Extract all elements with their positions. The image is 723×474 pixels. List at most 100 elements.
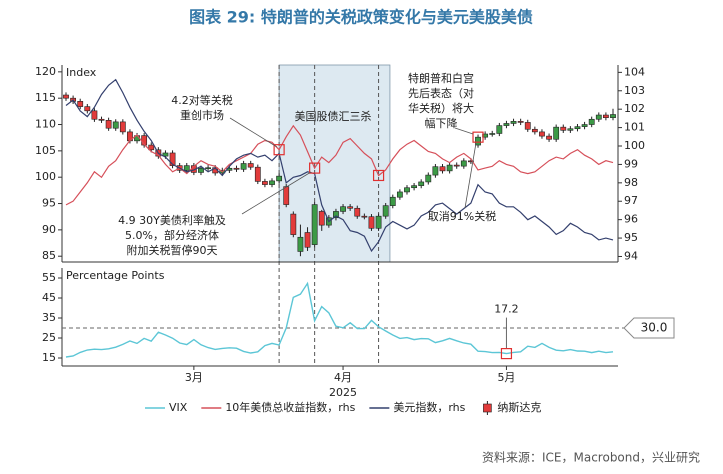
candle-body <box>297 236 304 252</box>
y2-tick-label: 94 <box>624 249 638 262</box>
candle-body <box>333 211 339 219</box>
annotation: 5.0%，部分经济体 <box>125 228 219 242</box>
candle-body <box>148 144 155 151</box>
candle-body <box>539 131 545 137</box>
y-axis-label: Index <box>66 66 97 79</box>
candle-body <box>290 213 297 235</box>
candle-body <box>375 215 382 229</box>
annotation: 取消91%关税 <box>428 209 496 223</box>
y-tick-label: 105 <box>35 144 56 157</box>
y-tick-label: 115 <box>35 91 56 104</box>
candle-body <box>262 181 268 185</box>
candle-body <box>63 94 69 99</box>
candle-body <box>368 216 375 229</box>
candle-body <box>546 135 552 140</box>
candle-body <box>91 110 98 120</box>
candle-body <box>254 166 261 182</box>
candle-body <box>453 164 460 167</box>
candle-body <box>610 114 616 118</box>
annotation: 幅下降 <box>425 116 458 130</box>
chart-title: 图表 29: 特朗普的关税政策变化与美元美股美债 <box>189 8 533 27</box>
candle-body <box>595 114 602 120</box>
candle-body <box>468 160 474 163</box>
candle-body <box>240 163 247 170</box>
candle-body <box>119 121 126 133</box>
y-tick-label: 15 <box>42 351 56 364</box>
source-note: 资料来源：ICE，Macrobond，兴业研究 <box>482 450 700 465</box>
candle-body <box>404 187 410 193</box>
y-tick-label: 35 <box>42 311 56 324</box>
y-tick-label: 45 <box>42 291 56 304</box>
y-tick-label: 85 <box>42 249 56 262</box>
candle-body <box>503 123 510 126</box>
annotation: 重创市场 <box>180 108 224 122</box>
y-tick-label: 110 <box>35 118 56 131</box>
candle-body <box>588 118 595 125</box>
candle-body <box>98 118 105 121</box>
y-tick-label: 55 <box>42 271 56 284</box>
candle-body <box>418 181 425 186</box>
y2-tick-label: 103 <box>624 84 645 97</box>
candle-body <box>425 174 432 183</box>
candle-body <box>198 167 204 173</box>
y2-tick-label: 100 <box>624 139 645 152</box>
y2-tick-label: 95 <box>624 231 638 244</box>
y-tick-label: 120 <box>35 65 56 78</box>
y2-tick-label: 102 <box>624 102 645 115</box>
candle-body <box>205 167 211 170</box>
y2-tick-label: 104 <box>624 65 645 78</box>
candle-body <box>560 126 567 131</box>
candle-body <box>162 152 169 157</box>
candle-body <box>276 175 283 182</box>
highlight-box <box>273 144 285 156</box>
x-sublabel: 2025 <box>329 386 357 399</box>
candle-body <box>446 164 453 172</box>
legend-label: 10年美债总收益指数，rhs <box>225 400 355 414</box>
y-axis-label: Percentage Points <box>66 269 165 282</box>
candle-body <box>304 232 311 248</box>
candle-body <box>354 207 361 217</box>
legend-label: VIX <box>169 401 188 414</box>
candle-body <box>112 121 119 129</box>
annotation: 4.2对等关税 <box>171 93 233 107</box>
candle-body <box>77 101 84 107</box>
candle-body <box>531 128 538 133</box>
candle-body <box>340 206 346 212</box>
candle-body <box>382 205 389 217</box>
candle-body <box>411 185 417 189</box>
candle-body <box>283 186 290 205</box>
y2-tick-label: 96 <box>624 213 638 226</box>
y2-tick-label: 98 <box>624 176 638 189</box>
candle-body <box>233 167 240 170</box>
line-series <box>65 281 614 358</box>
legend-label: 纳斯达克 <box>497 401 541 414</box>
candle-body <box>432 166 439 176</box>
x-tick-label: 3月 <box>185 371 203 384</box>
value-label: 17.2 <box>494 303 519 316</box>
highlight-box <box>472 131 484 143</box>
y-tick-label: 25 <box>42 331 56 344</box>
candle-body <box>84 106 91 112</box>
annotation: 附加关税暂停90天 <box>127 243 218 257</box>
y-tick-label: 100 <box>35 170 56 183</box>
legend-icon <box>483 403 492 413</box>
annotation-leader <box>464 142 477 209</box>
candle-body <box>247 163 254 168</box>
y-tick-label: 90 <box>42 223 56 236</box>
candle-body <box>524 122 531 130</box>
line-series <box>65 78 614 253</box>
annotation-leader <box>229 117 278 148</box>
y2-tick-label: 97 <box>624 194 638 207</box>
candle-body <box>389 196 396 206</box>
candle-body <box>311 204 318 245</box>
annotation-leader <box>454 127 474 135</box>
legend-label: 美元指数，rhs <box>393 400 465 414</box>
line-series <box>65 124 614 206</box>
candle-body <box>105 120 112 129</box>
y2-tick-label: 101 <box>624 121 645 134</box>
x-tick-label: 5月 <box>497 371 515 384</box>
annotation: 特朗普和白宫 <box>408 71 474 85</box>
annotation: 4.9 30Y美债利率触及 <box>118 213 226 227</box>
highlight-box <box>372 169 385 182</box>
